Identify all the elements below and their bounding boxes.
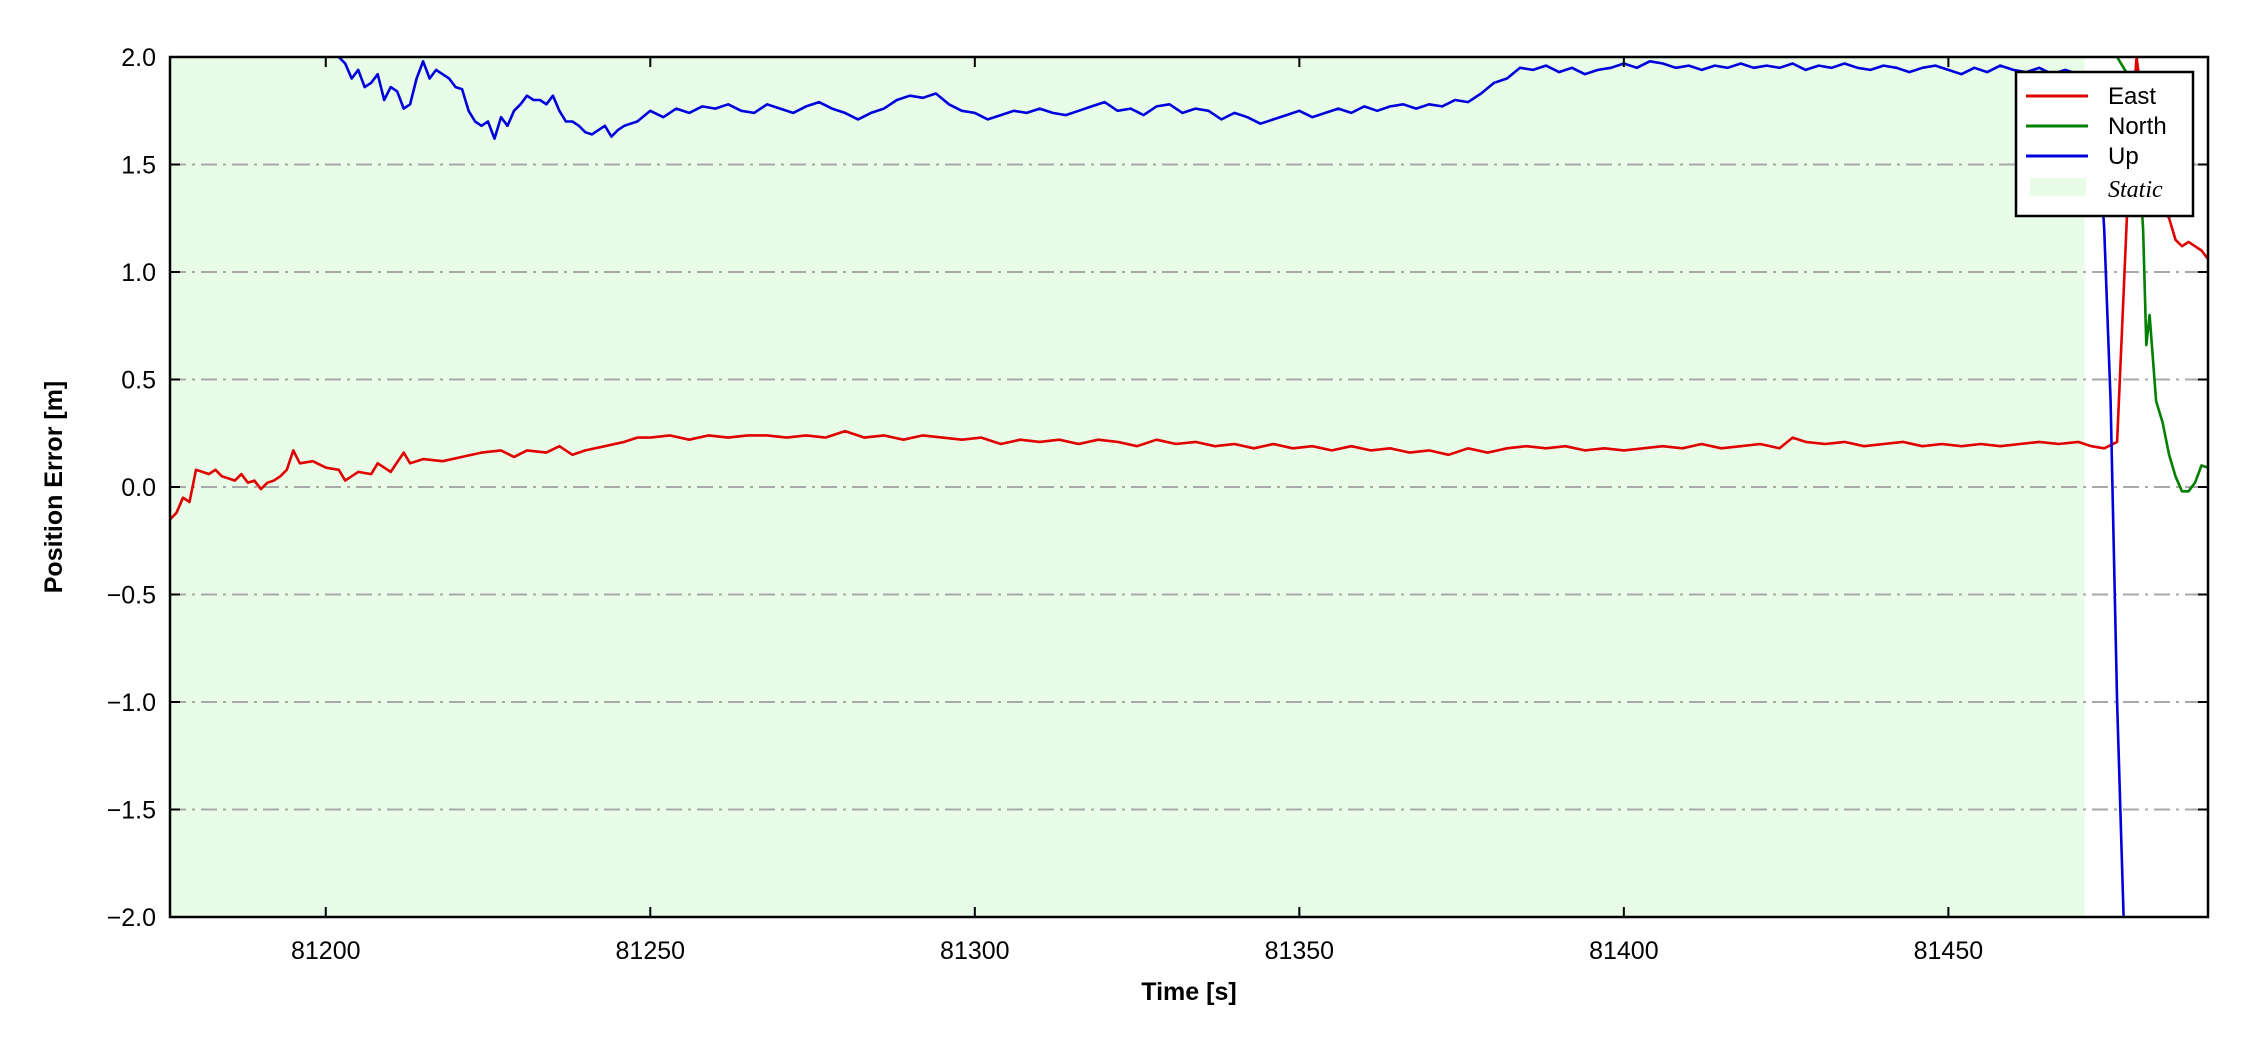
x-tick-label: 81450 [1914, 937, 1984, 965]
y-tick-label: −2.0 [107, 904, 156, 932]
y-axis-label: Position Error [m] [40, 381, 68, 594]
y-tick-label: −1.5 [107, 797, 156, 825]
legend-swatch-static [2030, 178, 2086, 196]
y-tick-label: −1.0 [107, 689, 156, 717]
x-tick-label: 81400 [1589, 937, 1659, 965]
x-axis-label: Time [s] [1141, 978, 1236, 1006]
legend: East North Up Static [2014, 70, 2195, 218]
y-tick-label: 1.0 [121, 259, 156, 287]
x-tick-label: 81200 [291, 937, 361, 965]
legend-label-east: East [2108, 83, 2156, 110]
series-line-up [337, 57, 2125, 917]
x-tick-label: 81350 [1265, 937, 1335, 965]
x-tick-label: 81300 [940, 937, 1010, 965]
y-tick-label: 2.0 [121, 44, 156, 72]
legend-label-up: Up [2108, 143, 2139, 170]
y-tick-label: 0.0 [121, 474, 156, 502]
series-line-east [170, 57, 2208, 521]
legend-label-north: North [2108, 113, 2167, 140]
y-tick-label: −0.5 [107, 582, 156, 610]
axis-ticks: 81200 81250 81300 81350 81400 81450 2.0 1.5 1.0 0… [107, 44, 2208, 965]
x-tick-label: 81250 [616, 937, 686, 965]
y-tick-label: 1.5 [121, 152, 156, 180]
y-tick-label: 0.5 [121, 367, 156, 395]
legend-label-static: Static [2108, 177, 2163, 203]
grid-lines [170, 163, 2208, 811]
